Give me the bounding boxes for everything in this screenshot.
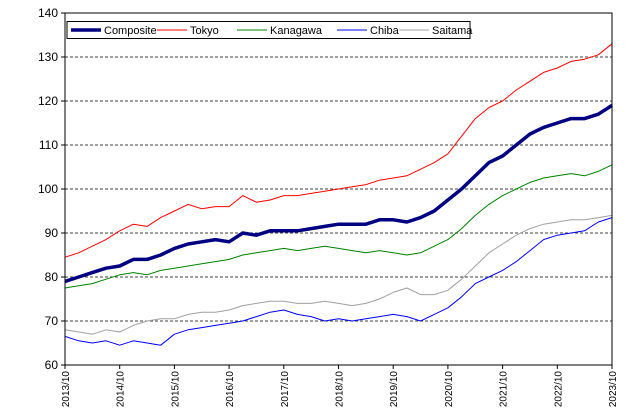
x-tick-label: 2013/10 [61,371,72,408]
y-tick-label: 110 [39,138,58,152]
y-tick-label: 140 [38,6,58,20]
series-line-composite [64,103,613,284]
y-tick-label: 70 [45,314,59,328]
legend-label: Saitama [432,25,473,37]
legend-box [66,21,471,39]
legend-label: Tokyo [190,25,219,37]
series-line-kanagawa [64,164,613,289]
y-axis: 60 70 80 90 100 110 120 130 140 [38,6,65,372]
x-tick-label: 2021/10 [499,371,510,408]
legend-label: Chiba [370,25,400,37]
x-tick-label: 2018/10 [335,371,346,408]
x-tick-label: 2014/10 [116,371,127,408]
y-tick-label: 80 [45,270,59,284]
y-tick-label: 90 [45,226,59,240]
y-tick-label: 100 [38,182,58,196]
plot-frame [64,12,613,366]
y-tick-label: 130 [38,50,58,64]
series-line-chiba [64,217,613,346]
x-tick-label: 2015/10 [170,371,181,408]
legend-label: Kanagawa [270,25,323,37]
x-tick-label: 2019/10 [389,371,400,408]
series-line-saitama [64,214,613,335]
x-tick-label: 2022/10 [553,371,564,408]
x-tick-label: 2016/10 [225,371,236,408]
series-line-tokyo [64,43,613,258]
x-tick-label: 2023/10 [608,371,619,408]
legend-label: Composite [104,25,157,37]
y-tick-label: 120 [38,94,58,108]
y-tick-label: 60 [45,358,59,372]
x-axis: 2013/10 2014/10 2015/10 2016/10 2017/10 2018/… [61,365,619,407]
x-tick-label: 2017/10 [280,371,291,408]
series-lines [64,43,613,346]
legend: Composite Tokyo Kanagawa Chiba Saitama [66,21,473,39]
x-tick-label: 2020/10 [444,371,455,408]
